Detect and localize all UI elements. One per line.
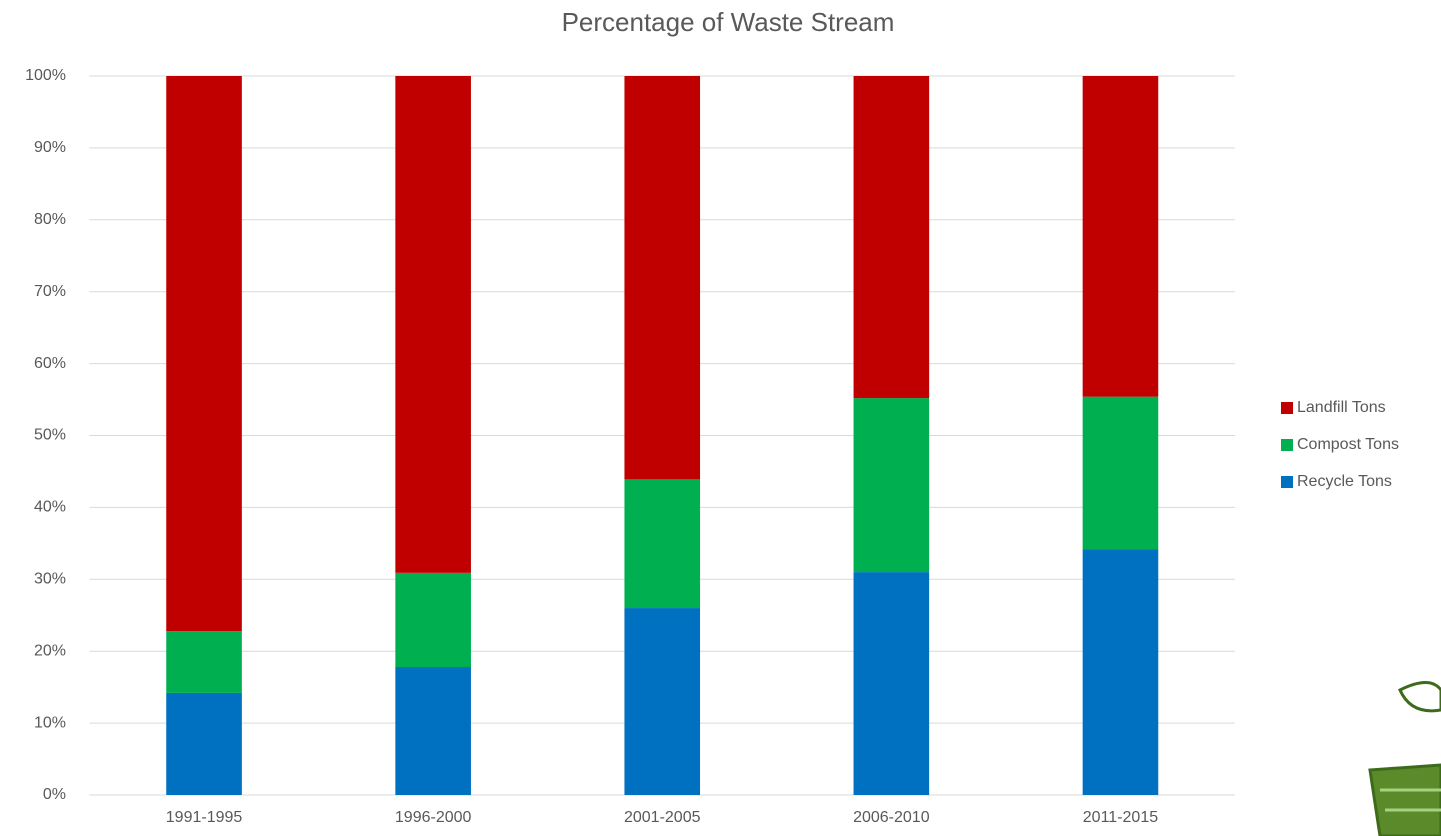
x-tick-label: 2011-2015	[1083, 809, 1158, 826]
bar-segment	[1082, 396, 1159, 550]
y-tick-label: 80%	[34, 211, 66, 228]
y-tick-label: 20%	[34, 642, 66, 659]
bar-segment	[624, 479, 701, 609]
y-tick-label: 0%	[43, 786, 66, 803]
bar-segment	[166, 692, 242, 795]
y-tick-label: 30%	[34, 571, 66, 588]
y-tick-label: 50%	[34, 427, 66, 444]
legend-label: Compost Tons	[1297, 436, 1399, 453]
bar-segment	[395, 76, 471, 573]
x-tick-label: 2006-2010	[853, 809, 930, 826]
bar-segment	[853, 76, 930, 399]
x-tick-label: 1991-1995	[166, 809, 243, 826]
bar-segment	[1082, 549, 1159, 795]
y-tick-label: 60%	[34, 355, 66, 372]
bar-segment	[395, 572, 471, 668]
bar-segment	[624, 76, 701, 480]
bar-segment	[853, 572, 930, 795]
y-tick-label: 40%	[34, 499, 66, 516]
y-tick-label: 70%	[34, 283, 66, 300]
chart-title: Percentage of Waste Stream	[562, 7, 895, 37]
legend-label: Recycle Tons	[1297, 473, 1392, 490]
y-tick-label: 90%	[34, 139, 66, 156]
bar-segment	[853, 398, 930, 573]
bar-segment	[624, 608, 701, 795]
legend-swatch	[1281, 476, 1293, 488]
trash-icon	[1368, 681, 1441, 836]
legend-swatch	[1281, 439, 1293, 451]
x-tick-label: 2001-2005	[624, 809, 701, 826]
y-tick-label: 10%	[34, 714, 66, 731]
legend-swatch	[1281, 402, 1293, 414]
y-tick-label: 100%	[25, 67, 66, 84]
x-tick-label: 1996-2000	[395, 809, 472, 826]
bar-segment	[1082, 76, 1159, 397]
bar-segment	[166, 76, 242, 632]
legend-label: Landfill Tons	[1297, 399, 1386, 416]
bar-segment	[395, 667, 471, 795]
bar-segment	[166, 631, 242, 693]
